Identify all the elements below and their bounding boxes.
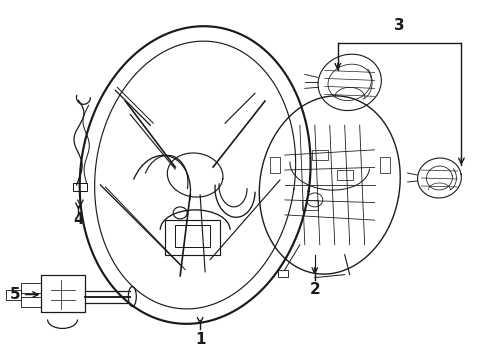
Bar bbox=[269, 157, 279, 173]
Bar bbox=[301, 200, 317, 210]
Bar bbox=[6, 289, 20, 300]
Bar bbox=[73, 183, 87, 191]
Bar bbox=[165, 220, 220, 255]
Bar bbox=[336, 170, 352, 180]
Bar bbox=[277, 270, 287, 276]
Text: 4: 4 bbox=[73, 212, 83, 228]
Bar bbox=[379, 157, 389, 173]
Bar bbox=[175, 225, 210, 247]
Bar bbox=[311, 150, 327, 160]
Bar bbox=[41, 275, 85, 312]
Text: 1: 1 bbox=[195, 332, 205, 347]
Bar bbox=[20, 297, 41, 306]
Text: 5: 5 bbox=[10, 287, 20, 302]
Text: 3: 3 bbox=[393, 18, 404, 33]
Bar bbox=[20, 283, 41, 293]
Text: 2: 2 bbox=[309, 282, 320, 297]
